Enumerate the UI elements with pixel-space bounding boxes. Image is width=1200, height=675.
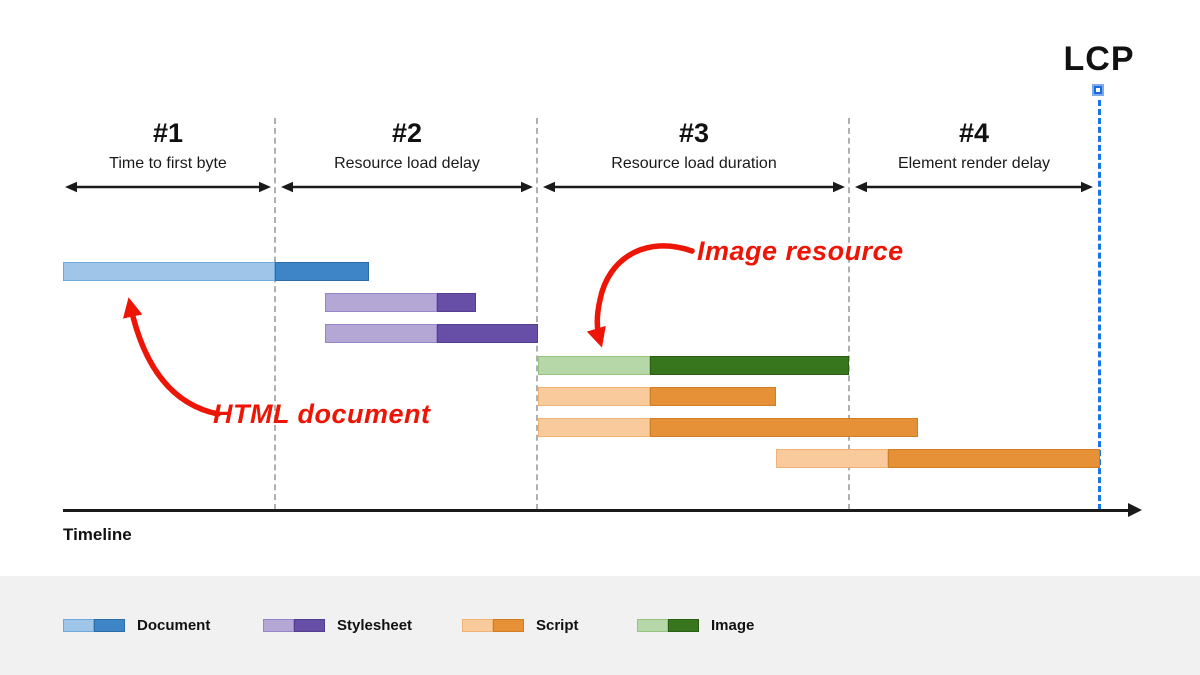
phase-divider-1 — [274, 118, 276, 510]
bar-segment-light — [325, 293, 437, 312]
legend-swatch-dark — [294, 619, 325, 632]
phase-header-4: #4 Element render delay — [855, 118, 1093, 198]
lcp-dashed-line — [1097, 100, 1101, 510]
bar-stylesheet — [325, 293, 476, 312]
bar-script — [538, 387, 776, 406]
legend-swatch-document — [63, 619, 125, 632]
annotation-html-document: HTML document — [213, 399, 431, 429]
bar-stylesheet — [325, 324, 538, 343]
bar-segment-dark — [650, 387, 776, 406]
bar-document — [63, 262, 369, 281]
bar-segment-light — [538, 356, 650, 375]
bar-script — [538, 418, 918, 437]
phase-label: Resource load duration — [611, 155, 777, 172]
lcp-title: LCP — [1063, 40, 1135, 78]
phase-divider-2 — [536, 118, 538, 510]
lcp-marker-handle — [1093, 86, 1102, 94]
bar-segment-light — [63, 262, 275, 281]
legend-swatch-light — [637, 619, 668, 632]
legend-swatch-dark — [493, 619, 524, 632]
legend-label: Document — [137, 617, 211, 634]
legend-swatch-stylesheet — [263, 619, 325, 632]
bar-segment-light — [776, 449, 888, 468]
timeline-axis-arrowhead — [1128, 503, 1142, 517]
image-resource-arrow — [586, 243, 695, 348]
bar-segment-dark — [275, 262, 369, 281]
legend-label: Image — [711, 617, 755, 634]
legend-item-image: Image — [637, 617, 754, 634]
legend-swatch-script — [462, 619, 524, 632]
phase-divider-3 — [848, 118, 850, 510]
timeline-axis — [63, 508, 1128, 512]
phase-number: #4 — [958, 118, 990, 148]
legend-item-document: Document — [63, 617, 210, 634]
legend-item-stylesheet: Stylesheet — [263, 617, 412, 634]
phase-header-3: #3 Resource load duration — [543, 118, 845, 198]
legend-swatch-image — [637, 619, 699, 632]
phase-number: #1 — [152, 118, 184, 148]
phase-extent-arrow — [281, 181, 533, 193]
legend-label: Stylesheet — [337, 617, 413, 634]
bar-script — [776, 449, 1100, 468]
legend-swatch-dark — [94, 619, 125, 632]
legend-swatch-light — [462, 619, 493, 632]
bar-segment-dark — [888, 449, 1100, 468]
phase-number: #3 — [678, 118, 710, 148]
phase-label: Element render delay — [897, 155, 1051, 172]
phase-number: #2 — [391, 118, 423, 148]
bar-segment-light — [325, 324, 437, 343]
legend-item-script: Script — [462, 617, 579, 634]
bar-segment-light — [538, 387, 650, 406]
bar-segment-dark — [437, 324, 538, 343]
legend: Document Stylesheet Script Image — [0, 576, 1200, 675]
legend-swatch-dark — [668, 619, 699, 632]
legend-swatch-light — [63, 619, 94, 632]
annotation-image-resource: Image resource — [697, 236, 904, 266]
legend-swatch-light — [263, 619, 294, 632]
phase-header-1: #1 Time to first byte — [65, 118, 271, 198]
html-document-arrow — [122, 297, 221, 417]
legend-label: Script — [536, 617, 579, 634]
timeline-axis-label: Timeline — [63, 525, 132, 544]
phase-extent-arrow — [543, 181, 845, 193]
phase-extent-arrow — [855, 181, 1093, 193]
bar-segment-dark — [650, 356, 849, 375]
bar-segment-dark — [650, 418, 918, 437]
bar-segment-light — [538, 418, 650, 437]
phase-extent-arrow — [65, 181, 271, 193]
phase-label: Resource load delay — [334, 155, 480, 172]
bar-image — [538, 356, 849, 375]
phase-label: Time to first byte — [109, 155, 227, 172]
phase-header-2: #2 Resource load delay — [281, 118, 533, 198]
bar-segment-dark — [437, 293, 476, 312]
